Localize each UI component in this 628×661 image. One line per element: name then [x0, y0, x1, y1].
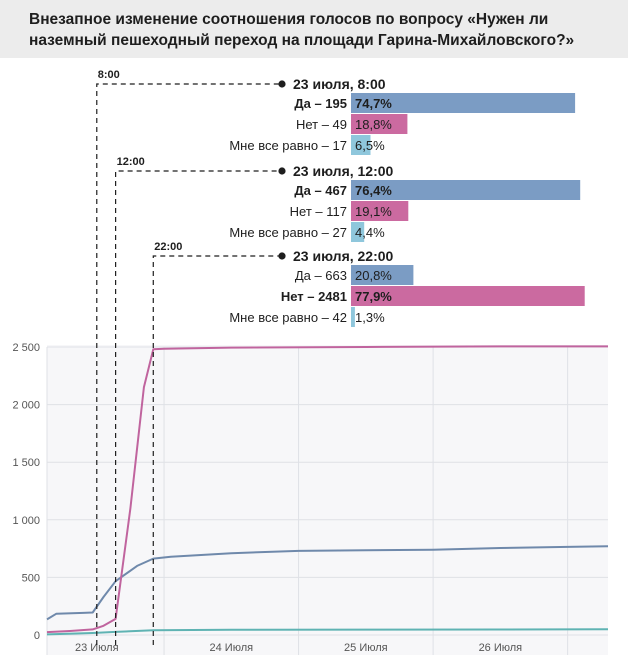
- snapshot-time-tag: 12:00: [117, 156, 145, 168]
- result-percent: 76,4%: [355, 183, 392, 198]
- snapshot-leader-line: [96, 83, 282, 645]
- snapshot-title: 23 июля, 12:00: [293, 163, 394, 179]
- y-tick-label: 500: [22, 572, 40, 584]
- x-tick-label: 26 Июля: [479, 642, 523, 654]
- y-tick-label: 0: [34, 630, 40, 642]
- result-label: Мне все равно – 42: [229, 310, 347, 325]
- x-tick-label: 24 Июля: [210, 642, 254, 654]
- page-title: Внезапное изменение соотношения голосов …: [29, 11, 575, 49]
- series-line-no: [46, 345, 608, 634]
- y-tick-label: 1 500: [12, 457, 40, 469]
- result-bar-no: [351, 114, 408, 134]
- result-label: Нет – 2481: [281, 289, 347, 304]
- result-percent: 20,8%: [355, 268, 392, 283]
- result-bar-yes: [351, 180, 581, 200]
- y-tick-label: 2 500: [12, 342, 40, 354]
- result-bar-neutral: [351, 307, 355, 327]
- result-bar-no: [351, 201, 409, 221]
- result-percent: 77,9%: [355, 289, 392, 304]
- result-label: Мне все равно – 17: [229, 138, 347, 153]
- result-percent: 19,1%: [355, 204, 392, 219]
- result-bar-yes: [351, 265, 414, 285]
- title-band: [0, 0, 628, 58]
- result-label: Да – 195: [294, 96, 347, 111]
- result-bar-neutral: [351, 135, 371, 155]
- snapshot-title: 23 июля, 8:00: [293, 76, 386, 92]
- series-line-yes: [46, 545, 609, 621]
- result-percent: 74,7%: [355, 96, 392, 111]
- result-percent: 4,4%: [355, 225, 385, 240]
- snapshot-leader-line: [152, 255, 282, 645]
- snapshot-dot: [278, 80, 286, 88]
- snapshot-dot: [278, 252, 286, 260]
- result-bar-yes: [351, 93, 576, 113]
- snapshot-time-tag: 22:00: [154, 241, 182, 253]
- result-label: Да – 663: [295, 268, 347, 283]
- result-percent: 18,8%: [355, 117, 392, 132]
- snapshot-dot: [278, 167, 286, 175]
- result-percent: 1,3%: [355, 310, 385, 325]
- snapshot-title: 23 июля, 22:00: [293, 248, 394, 264]
- result-label: Мне все равно – 27: [229, 225, 347, 240]
- result-label: Да – 467: [294, 183, 347, 198]
- result-bar-no: [351, 286, 585, 306]
- snapshot-time-tag: 8:00: [98, 69, 120, 81]
- x-tick-label: 23 Июля: [75, 642, 119, 654]
- y-tick-label: 2 000: [12, 400, 40, 412]
- plot-background: [47, 345, 608, 655]
- x-tick-label: 25 Июля: [344, 642, 388, 654]
- result-label: Нет – 49: [296, 117, 347, 132]
- y-tick-label: 1 000: [12, 515, 40, 527]
- result-bar-neutral: [351, 222, 365, 242]
- result-label: Нет – 117: [290, 204, 347, 219]
- snapshot-leader-line: [115, 170, 282, 645]
- result-percent: 6,5%: [355, 138, 385, 153]
